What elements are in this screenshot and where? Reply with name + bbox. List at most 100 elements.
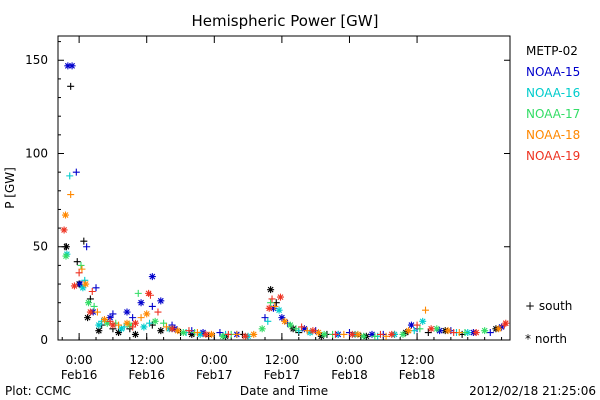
north-point (86, 308, 94, 316)
x-axis: 0:00Feb1612:00Feb160:00Feb1712:00Feb170:… (61, 36, 503, 382)
north-point (126, 321, 134, 329)
south-point (422, 306, 430, 314)
south-point (83, 243, 91, 251)
south-point (450, 329, 458, 337)
south-point (66, 172, 74, 180)
north-point (62, 211, 70, 219)
legend-north: * north (525, 332, 567, 346)
north-point (320, 330, 328, 338)
south-point (162, 323, 170, 331)
south-point (72, 168, 80, 176)
north-point (123, 308, 131, 316)
south-point (80, 237, 88, 245)
north-point (95, 321, 103, 329)
south-point (371, 332, 379, 340)
legend-entry: NOAA-18 (526, 128, 580, 142)
y-axis: 0 50 100 150 (25, 41, 510, 347)
legend-entry: NOAA-19 (526, 149, 580, 163)
south-point (92, 284, 100, 292)
north-point (148, 273, 156, 281)
south-point (93, 308, 101, 316)
north-point (267, 286, 275, 294)
north-point (472, 329, 480, 337)
north-point (60, 226, 68, 234)
north-point (276, 293, 284, 301)
north-point (179, 329, 187, 337)
north-point (241, 332, 249, 340)
chart-title: Hemispheric Power [GW] (192, 12, 379, 30)
x-tick-label-time: 12:00 (265, 353, 300, 367)
x-tick-label-date: Feb16 (61, 368, 98, 382)
x-axis-label: Date and Time (240, 384, 328, 398)
north-point (115, 329, 123, 337)
south-point (75, 269, 83, 277)
legend-entry: NOAA-15 (526, 65, 580, 79)
south-point (129, 314, 137, 322)
south-point (137, 314, 145, 322)
north-point (131, 319, 139, 327)
south-point (77, 261, 85, 269)
north-point (207, 330, 215, 338)
north-point (286, 321, 294, 329)
data-points (60, 62, 510, 340)
north-point (348, 330, 356, 338)
north-point (62, 252, 70, 260)
x-tick-label-date: Feb16 (128, 368, 165, 382)
north-point (444, 327, 452, 335)
south-point (185, 327, 193, 335)
south-point (224, 330, 232, 338)
north-point (433, 325, 441, 333)
south-point (146, 319, 154, 327)
north-point (140, 323, 148, 331)
north-point (317, 332, 325, 340)
south-point (413, 321, 421, 329)
north-point (219, 332, 227, 340)
x-tick-label-date: Feb17 (264, 368, 301, 382)
north-point (145, 289, 153, 297)
north-point (258, 325, 266, 333)
south-point (160, 319, 168, 327)
north-point (79, 284, 87, 292)
south-point (106, 317, 114, 325)
north-point (498, 323, 506, 331)
north-point (174, 327, 182, 335)
south-point (90, 302, 98, 310)
legend: METP-02 NOAA-15 NOAA-16 NOAA-17 NOAA-18 NOAA-… (526, 44, 580, 163)
north-point (82, 280, 90, 288)
north-point (196, 330, 204, 338)
north-point (300, 325, 308, 333)
north-point (95, 327, 103, 335)
x-tick-label-date: Feb17 (196, 368, 233, 382)
south-point (298, 323, 306, 331)
south-point (233, 330, 241, 338)
north-point (405, 327, 413, 335)
north-point (168, 325, 176, 333)
north-point (109, 321, 117, 329)
x-tick-label-date: Feb18 (331, 368, 368, 382)
north-point (269, 304, 277, 312)
north-point (76, 280, 84, 288)
north-point (419, 317, 427, 325)
footer-timestamp: 2012/02/18 21:25:06 (469, 384, 596, 398)
north-point (64, 62, 72, 70)
north-point (368, 330, 376, 338)
north-point (436, 327, 444, 335)
north-point (202, 330, 210, 338)
x-tick-label-time: 0:00 (201, 353, 228, 367)
north-point (199, 329, 207, 337)
north-point (275, 306, 283, 314)
south-point (267, 299, 275, 307)
south-point (67, 191, 75, 199)
south-point (78, 265, 86, 273)
south-point (216, 329, 224, 337)
south-point (264, 317, 272, 325)
north-point (117, 325, 125, 333)
x-tick-label-time: 12:00 (400, 353, 435, 367)
north-point (306, 329, 314, 337)
footer-credit: Plot: CCMC (5, 384, 71, 398)
x-tick-label-time: 0:00 (66, 353, 93, 367)
north-point (131, 330, 139, 338)
north-point (265, 304, 273, 312)
south-point (486, 329, 494, 337)
north-point (250, 330, 258, 338)
